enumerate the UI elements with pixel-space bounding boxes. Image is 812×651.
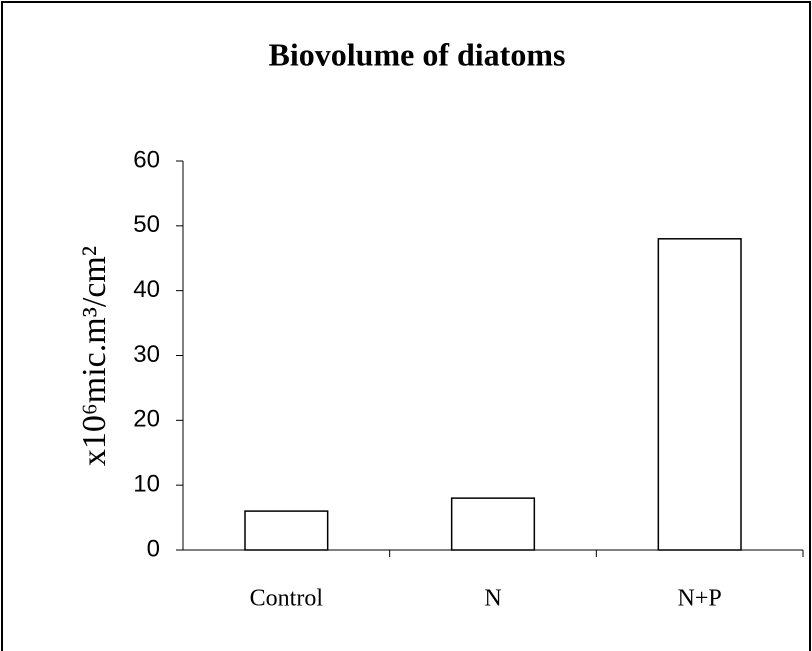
bar bbox=[450, 497, 536, 551]
y-tick-label: 60 bbox=[133, 146, 160, 173]
y-axis-label: x10⁶mic.m³/cm² bbox=[76, 246, 113, 466]
x-tick-label: N+P bbox=[678, 586, 722, 612]
chart-title: Biovolume of diatoms bbox=[269, 36, 566, 72]
y-tick-label: 10 bbox=[133, 471, 160, 498]
x-tick-label: Control bbox=[250, 586, 324, 612]
y-tick-label: 30 bbox=[133, 341, 160, 368]
y-tick-label: 40 bbox=[133, 276, 160, 303]
y-tick-label: 0 bbox=[147, 535, 160, 562]
x-tick-label: N bbox=[484, 586, 501, 612]
y-tick-label: 50 bbox=[133, 211, 160, 238]
bar bbox=[244, 510, 329, 551]
bar bbox=[657, 238, 742, 551]
y-tick-label: 20 bbox=[133, 406, 160, 433]
